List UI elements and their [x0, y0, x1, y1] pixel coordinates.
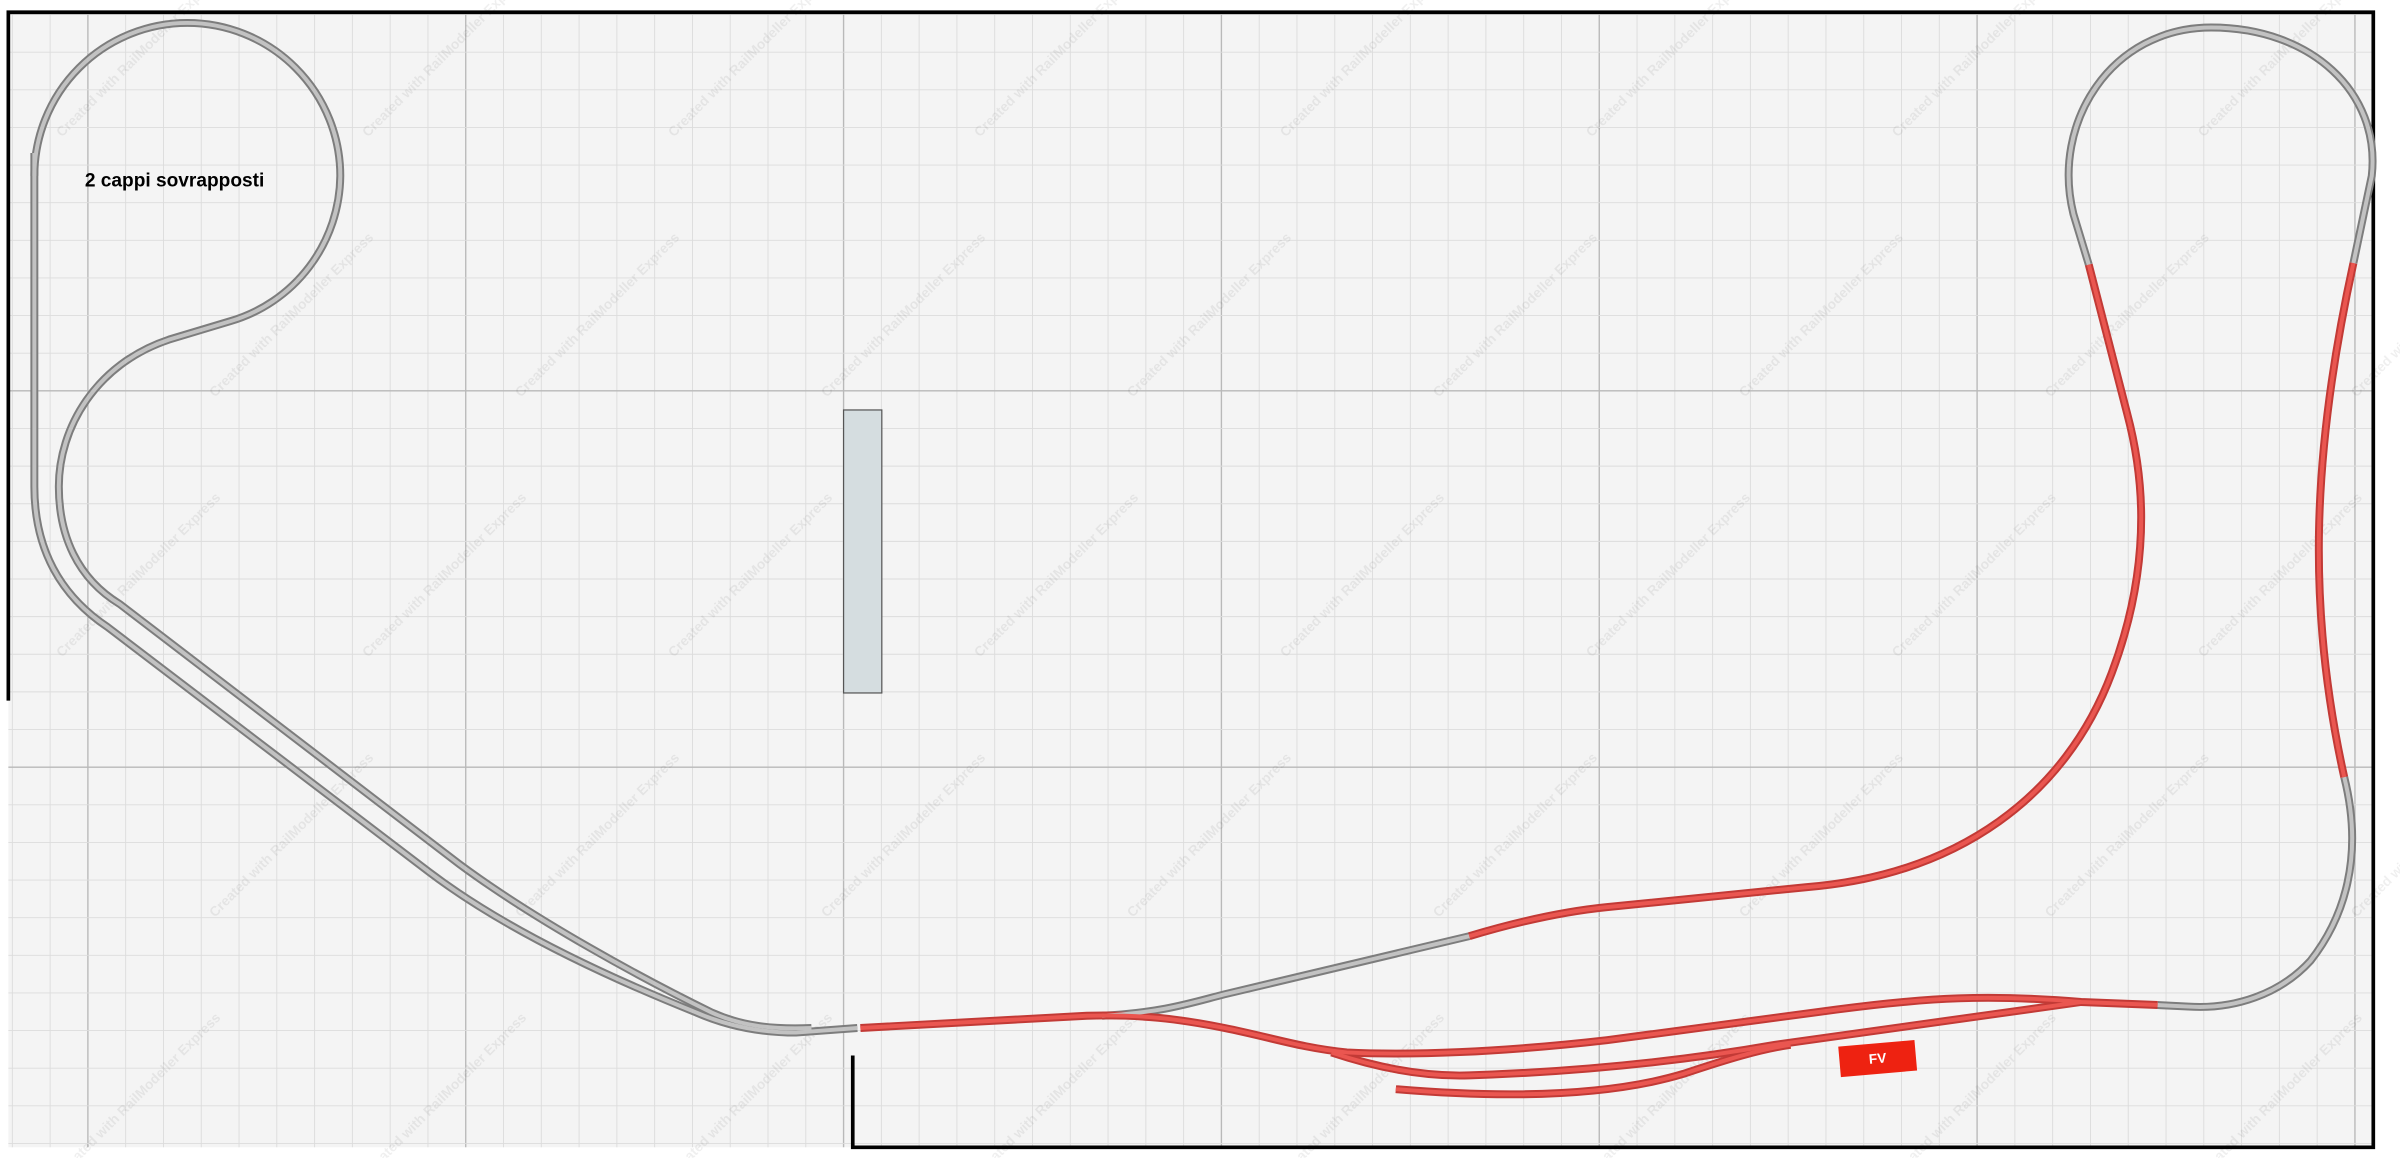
rail-center [1330, 999, 2082, 1078]
track-rails [32, 21, 2375, 1097]
rail-center [32, 21, 812, 1031]
rail-center [1468, 264, 2144, 939]
fv-label-text: FV [1868, 1050, 1888, 1067]
rail-center [2157, 776, 2355, 1009]
grid [8, 12, 2374, 1148]
baseboard [8, 12, 2374, 1148]
rail-center [32, 152, 858, 1035]
baseboard-border [6, 10, 2376, 1150]
fv-label[interactable]: FV [1838, 1039, 1918, 1078]
rail-center [2316, 262, 2356, 778]
rail-center [1395, 1042, 1791, 1097]
rail-center [860, 995, 2158, 1056]
board-object[interactable] [842, 409, 883, 694]
rail-center [2066, 25, 2375, 266]
annotation-label: 2 cappi sovrapposti [85, 171, 264, 192]
